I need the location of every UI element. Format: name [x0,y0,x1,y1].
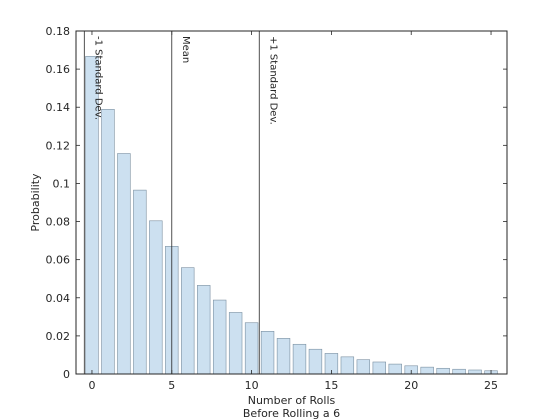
bar-9 [228,312,243,375]
bar-10 [244,322,259,375]
reference-line-label-1: Mean [180,36,191,63]
y-tick-label: 0.08 [46,216,71,229]
bar-22 [436,367,450,375]
y-tick-label: 0.14 [46,101,71,114]
bar-1 [101,109,115,375]
y-tick-label: 0.04 [46,292,71,305]
reference-lines-group: -1 Standard Dev. Mean +1 Standard Dev. [83,31,278,374]
y-axis-label: Probability [29,173,42,232]
y-tick-label: 0.16 [46,63,71,76]
y-tick-label: 0.06 [46,254,71,267]
x-axis-ticks: 0 5 10 15 20 25 [88,31,498,392]
bar-11 [260,331,275,375]
bar-12 [276,338,291,375]
x-axis-label-line-1: Number of Rolls [248,394,336,407]
y-axis-ticks: 0 0.02 0.04 0.06 0.08 0.1 0.12 0.14 0.16 0.18 [46,25,507,381]
bar-13 [292,343,307,375]
x-axis-label-line-2: Before Rolling a 6 [243,407,340,420]
y-tick-label: 0.18 [46,25,71,38]
bar-17 [356,359,371,375]
y-tick-label: 0 [63,368,70,381]
x-tick-label: 15 [324,379,338,392]
bar-7 [197,285,211,375]
bars-group [85,56,498,375]
y-tick-label: 0.1 [53,177,71,190]
bar-2 [117,153,131,375]
bar-18 [372,361,386,375]
x-tick-label: 10 [245,379,259,392]
bar-21 [420,366,434,375]
x-tick-label: 25 [484,379,498,392]
bar-3 [133,189,147,375]
bar-14 [308,348,323,375]
bar-19 [388,363,402,375]
bar-16 [340,356,355,375]
y-tick-label: 0.02 [46,330,71,343]
axes-box [75,30,508,375]
bar-4 [149,220,163,375]
bar-24 [468,369,482,375]
bar-6 [181,267,195,375]
reference-line-label-2: +1 Standard Dev. [267,36,278,125]
x-tick-label: 5 [168,379,175,392]
bar-8 [212,299,227,375]
x-tick-label: 20 [404,379,418,392]
bar-23 [452,368,466,375]
x-tick-label: 0 [88,379,95,392]
y-tick-label: 0.12 [46,139,71,152]
reference-line-label-0: -1 Standard Dev. [92,36,103,120]
